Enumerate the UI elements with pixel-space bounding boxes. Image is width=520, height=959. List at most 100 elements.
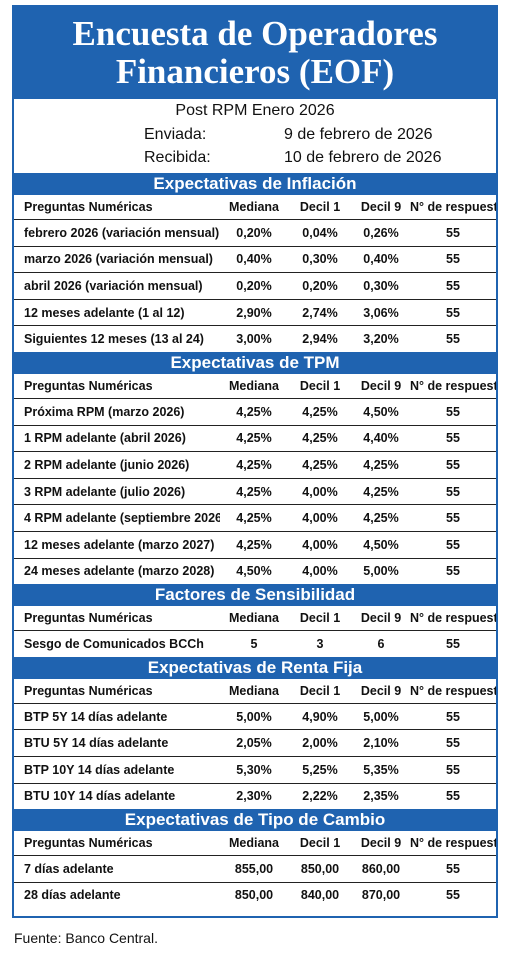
table-row: 1 RPM adelante (abril 2026) 4,25% 4,25% 4,4… xyxy=(14,424,496,452)
value-cell: 55 xyxy=(410,504,496,532)
value-cell: 55 xyxy=(410,530,496,559)
table-header-row: Preguntas Numéricas Mediana Decil 1 Decil 9… xyxy=(14,678,496,704)
column-header: Decil 1 xyxy=(288,606,352,632)
column-header: Decil 9 xyxy=(352,678,410,704)
value-cell: 850,00 xyxy=(300,861,340,876)
column-header: Decil 1 xyxy=(288,678,352,704)
question-cell: Próxima RPM (marzo 2026) xyxy=(24,404,185,419)
column-header: Preguntas Numéricas xyxy=(14,373,220,399)
table-header-row: Preguntas Numéricas Mediana Decil 1 Decil 9… xyxy=(14,195,496,220)
value-cell: 2,05% xyxy=(220,729,288,757)
sent-label: Enviada: xyxy=(144,126,207,143)
value-cell: 0,40% xyxy=(352,245,410,273)
page-title: Encuesta de Operadores Financieros (EOF) xyxy=(14,7,496,99)
table-header-row: Preguntas Numéricas Mediana Decil 1 Decil 9… xyxy=(14,373,496,399)
table-row: BTP 10Y 14 días adelante 5,30% 5,25% 5,35% 5… xyxy=(14,755,496,783)
value-cell: 6 xyxy=(377,636,385,651)
value-cell: 55 xyxy=(410,298,496,326)
value-cell: 5,00% xyxy=(363,709,399,724)
title-line-1: Encuesta de Operadores xyxy=(72,14,438,53)
sent-row: Enviada: 9 de febrero de 2026 xyxy=(144,126,464,144)
value-cell: 4,00% xyxy=(288,477,352,505)
value-cell: 4,00% xyxy=(288,557,352,585)
value-cell: 5,25% xyxy=(288,755,352,783)
question-cell: 2 RPM adelante (junio 2026) xyxy=(14,451,220,479)
table-row: 7 días adelante 855,00 850,00 860,00 55 xyxy=(14,856,496,883)
question-cell: BTP 10Y 14 días adelante xyxy=(14,755,220,783)
survey-sections: Expectativas de Inflación Preguntas Numér… xyxy=(14,173,496,909)
table-header-row: Preguntas Numéricas Mediana Decil 1 Decil 9… xyxy=(14,831,496,857)
value-cell: 2,35% xyxy=(352,782,410,810)
value-cell: 2,30% xyxy=(220,782,288,810)
section-table: Preguntas Numéricas Mediana Decil 1 Decil 9… xyxy=(14,678,496,810)
value-cell: 55 xyxy=(410,272,496,300)
value-cell: 0,30% xyxy=(288,245,352,273)
column-header: Decil 9 xyxy=(352,373,410,399)
value-cell: 55 xyxy=(446,404,460,419)
table-row: Sesgo de Comunicados BCCh 5 3 6 55 xyxy=(14,631,496,657)
table-row: febrero 2026 (variación mensual) 0,20% 0,0… xyxy=(14,220,496,247)
value-cell: 2,10% xyxy=(352,729,410,757)
value-cell: 0,04% xyxy=(302,225,338,240)
question-cell: 28 días adelante xyxy=(14,881,220,909)
value-cell: 2,74% xyxy=(288,298,352,326)
value-cell: 4,25% xyxy=(236,404,272,419)
value-cell: 2,22% xyxy=(288,782,352,810)
column-header: N° de respuestas xyxy=(410,373,496,399)
value-cell: 55 xyxy=(410,729,496,757)
table-row: BTU 5Y 14 días adelante 2,05% 2,00% 2,10% 55 xyxy=(14,729,496,757)
column-header: Preguntas Numéricas xyxy=(14,831,220,857)
question-cell: 4 RPM adelante (septiembre 2026) xyxy=(14,504,220,532)
value-cell: 4,25% xyxy=(220,451,288,479)
table-row: Siguientes 12 meses (13 al 24) 3,00% 2,94%… xyxy=(14,325,496,352)
value-cell: 55 xyxy=(410,881,496,909)
value-cell: 3 xyxy=(316,636,324,651)
column-header: Decil 9 xyxy=(352,606,410,632)
value-cell: 55 xyxy=(410,557,496,585)
value-cell: 2,90% xyxy=(220,298,288,326)
column-header: Decil 1 xyxy=(288,195,352,220)
value-cell: 4,00% xyxy=(288,530,352,559)
survey-subtitle: Post RPM Enero 2026 xyxy=(175,102,335,119)
value-cell: 55 xyxy=(410,755,496,783)
value-cell: 0,40% xyxy=(220,245,288,273)
question-cell: 24 meses adelante (marzo 2028) xyxy=(14,557,220,585)
value-cell: 4,50% xyxy=(352,530,410,559)
section-table: Preguntas Numéricas Mediana Decil 1 Decil 9… xyxy=(14,195,496,352)
column-header: Preguntas Numéricas xyxy=(14,678,220,704)
question-cell: 3 RPM adelante (julio 2026) xyxy=(14,477,220,505)
section-header: Factores de Sensibilidad xyxy=(14,584,496,607)
question-cell: marzo 2026 (variación mensual) xyxy=(14,245,220,273)
column-header: Decil 1 xyxy=(288,373,352,399)
value-cell: 0,26% xyxy=(363,225,399,240)
value-cell: 55 xyxy=(446,225,460,240)
value-cell: 55 xyxy=(410,451,496,479)
value-cell: 55 xyxy=(446,861,460,876)
table-row: 2 RPM adelante (junio 2026) 4,25% 4,25% 4,2… xyxy=(14,451,496,479)
value-cell: 3,00% xyxy=(220,325,288,352)
question-cell: BTP 5Y 14 días adelante xyxy=(24,709,168,724)
value-cell: 870,00 xyxy=(352,881,410,909)
sent-date: 9 de febrero de 2026 xyxy=(284,126,433,143)
table-row: 3 RPM adelante (julio 2026) 4,25% 4,00% 4,2… xyxy=(14,477,496,505)
value-cell: 2,00% xyxy=(288,729,352,757)
value-cell: 55 xyxy=(410,424,496,452)
received-date: 10 de febrero de 2026 xyxy=(284,149,442,166)
question-cell: BTU 5Y 14 días adelante xyxy=(14,729,220,757)
value-cell: 4,25% xyxy=(352,504,410,532)
value-cell: 5,00% xyxy=(236,709,272,724)
table-row: 4 RPM adelante (septiembre 2026) 4,25% 4,0… xyxy=(14,504,496,532)
column-header: N° de respuestas xyxy=(410,195,496,220)
column-header: Decil 1 xyxy=(288,831,352,857)
column-header: Mediana xyxy=(220,606,288,632)
table-row: abril 2026 (variación mensual) 0,20% 0,20%… xyxy=(14,272,496,300)
value-cell: 855,00 xyxy=(234,861,274,876)
column-header: Decil 9 xyxy=(352,831,410,857)
received-row: Recibida: 10 de febrero de 2026 xyxy=(144,149,464,167)
value-cell: 4,25% xyxy=(352,477,410,505)
table-row: 28 días adelante 850,00 840,00 870,00 55 xyxy=(14,881,496,909)
column-header: N° de respuestas xyxy=(410,831,496,857)
survey-meta: Post RPM Enero 2026 Enviada: 9 de febrer… xyxy=(14,99,496,173)
question-cell: 1 RPM adelante (abril 2026) xyxy=(14,424,220,452)
value-cell: 55 xyxy=(410,245,496,273)
